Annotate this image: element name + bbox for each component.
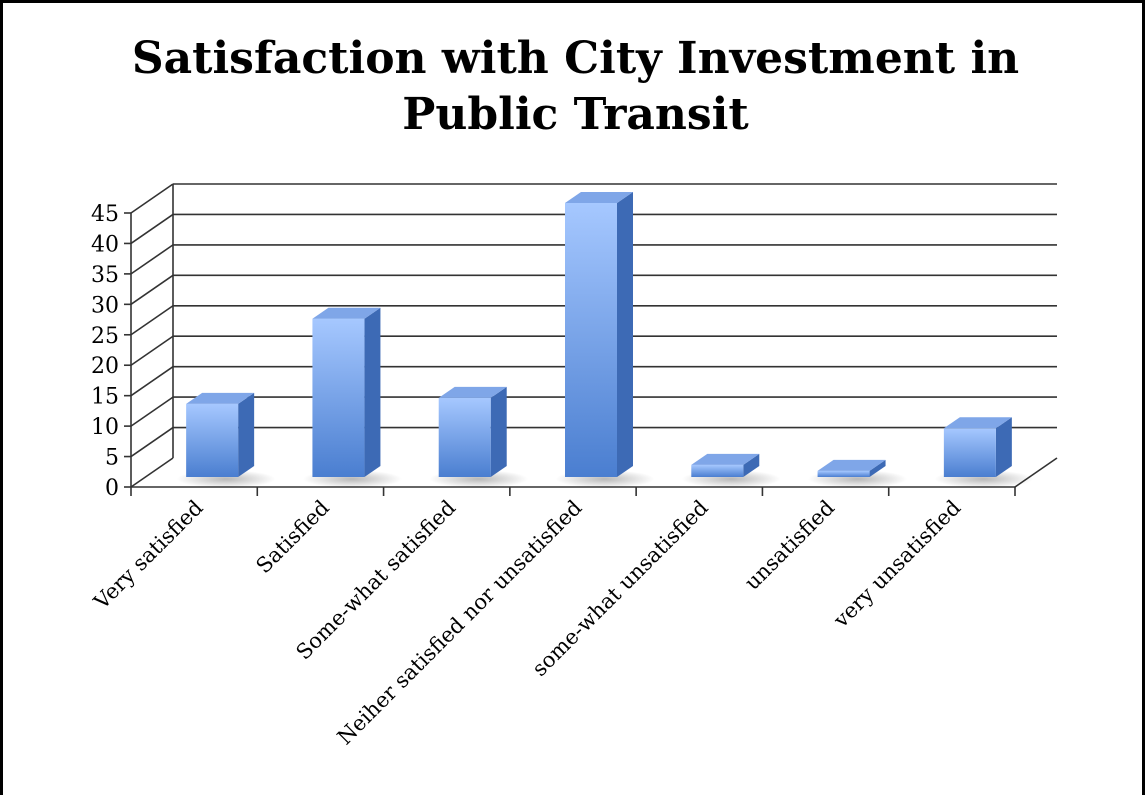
y-tick-label: 15 [91, 385, 119, 410]
gridline-side [130, 366, 174, 397]
gridline-side [130, 457, 174, 488]
bar-side [869, 459, 886, 477]
bar [429, 386, 529, 488]
gridline-side [130, 305, 174, 336]
bar-side [238, 392, 255, 477]
bar-side [364, 307, 381, 477]
y-tick-label: 30 [91, 293, 119, 318]
y-tick-label: 40 [91, 232, 119, 257]
bar [681, 453, 781, 488]
y-tick-label: 20 [91, 354, 119, 379]
y-tick-label: 45 [91, 202, 119, 227]
chart-title-line-1: Satisfaction with City Investment in [131, 33, 1020, 84]
y-tick-label: 35 [91, 263, 119, 288]
x-tick-label: Neiher satisfied nor unsatisfied [333, 496, 587, 750]
gridline-side [130, 183, 174, 214]
bar-front [691, 464, 744, 477]
gridline-side [130, 244, 174, 275]
bar-side [995, 417, 1012, 477]
bar-side [743, 453, 760, 477]
bar-layer [176, 192, 1034, 488]
bar-top [817, 459, 886, 471]
gridline-side [130, 213, 174, 245]
bar-front [817, 470, 870, 477]
y-tick-label: 0 [105, 476, 119, 501]
bar [176, 392, 276, 488]
x-tick-label: very unsatisfied [828, 496, 965, 633]
x-tick-label: Very satisfied [89, 496, 208, 615]
gridline-side [130, 396, 174, 427]
bar [934, 417, 1034, 488]
bar-side [490, 386, 507, 477]
x-tick-label: unsatisfied [740, 496, 839, 595]
bar-top [438, 386, 507, 398]
bar-top [943, 417, 1012, 429]
chart-plot: 0 5 10 15 20 25 30 35 40 45 Very satisfied Satisfie… [89, 183, 1058, 750]
bar [555, 192, 655, 488]
bar [808, 459, 907, 488]
bar [303, 307, 402, 488]
gridline-side [130, 426, 174, 458]
chart-title: Satisfaction with City Investment in Pub… [63, 31, 1088, 143]
bar-front [943, 428, 996, 477]
bar-front [186, 403, 239, 477]
bar-top [186, 392, 255, 404]
bar-top [691, 453, 760, 465]
x-tick-label: Satisfied [251, 496, 334, 579]
y-tick-label: 10 [91, 415, 119, 440]
gridline-side [130, 274, 174, 305]
bar-top [565, 192, 633, 203]
y-tick-label: 5 [105, 446, 119, 471]
bar-side [617, 192, 633, 477]
bar-front [565, 203, 617, 477]
chart-title-line-2: Public Transit [402, 89, 749, 140]
bar-front [312, 318, 365, 477]
bar-top [312, 307, 381, 319]
y-tick-label: 25 [91, 324, 119, 349]
gridline-side [130, 335, 174, 366]
bar-front [438, 397, 491, 477]
